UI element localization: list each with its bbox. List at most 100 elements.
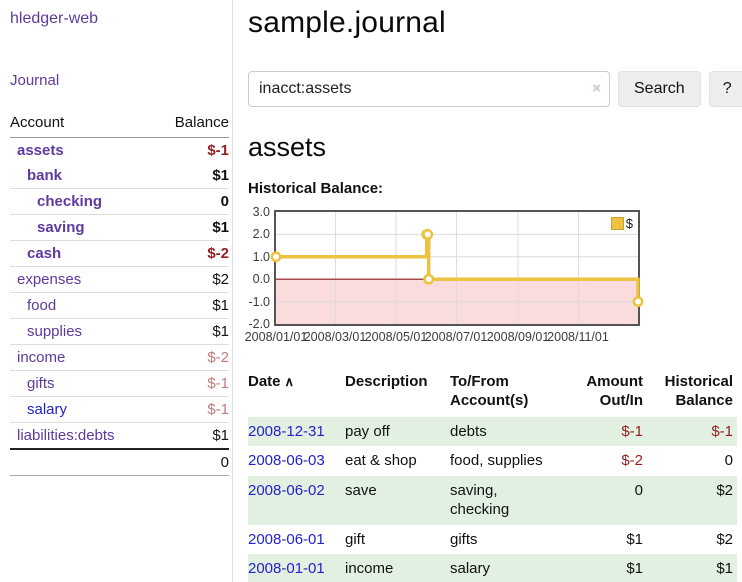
account-link-income[interactable]: income: [17, 349, 66, 366]
search-button[interactable]: Search: [618, 71, 701, 107]
sort-asc-icon: ∧: [284, 374, 295, 389]
account-balance: 0: [154, 188, 229, 215]
x-tick-label: 2008/05/01: [364, 330, 428, 344]
x-tick-label: 2008/09/01: [486, 330, 550, 344]
account-row: gifts $-1: [10, 370, 229, 397]
app-title-link[interactable]: hledger-web: [10, 10, 99, 27]
account-link-bank[interactable]: bank: [27, 167, 63, 184]
accounts-header-row: Account Balance: [10, 110, 229, 138]
account-heading: assets: [248, 132, 327, 162]
data-point-marker: [270, 251, 282, 263]
clear-search-icon[interactable]: ×: [592, 80, 601, 97]
chart-title: Historical Balance:: [248, 180, 384, 197]
transaction-amount: $-1: [621, 422, 643, 440]
data-point-marker: [422, 228, 434, 240]
transaction-description: income: [345, 560, 394, 577]
transaction-amount: $1: [626, 560, 643, 577]
account-row: income $-2: [10, 344, 229, 371]
historical-balance-chart: 3.0 2.0 1.0 0.0 -1.0 -2.0: [245, 205, 736, 345]
transaction-accounts: gifts: [450, 530, 478, 548]
transaction-balance: $1: [716, 560, 733, 577]
transaction-accounts: debts: [450, 422, 487, 440]
chart-legend: $: [608, 215, 635, 232]
accounts-total-balance: 0: [154, 448, 229, 476]
account-link-food[interactable]: food: [27, 297, 57, 314]
data-point-marker: [632, 296, 644, 308]
transaction-row: 2008-12-31 pay off debts $-1 $-1: [248, 416, 737, 446]
transaction-amount: 0: [634, 481, 643, 499]
search-help-button[interactable]: ?: [708, 71, 742, 107]
account-link-liabilities-debts[interactable]: liabilities:debts: [17, 427, 115, 444]
legend-label: $: [625, 216, 633, 231]
transaction-date-link[interactable]: 2008-06-02: [248, 481, 325, 499]
transactions-header-row: Date ∧ Description To/From Account(s) Amo…: [248, 371, 737, 417]
sidebar-item-journal[interactable]: Journal: [10, 72, 60, 89]
account-row: food $1: [10, 292, 229, 319]
account-link-supplies[interactable]: supplies: [27, 323, 83, 340]
legend-swatch-icon: [610, 217, 624, 230]
chart-gridlines: [276, 212, 638, 324]
account-balance: $-1: [154, 396, 229, 423]
data-point-marker: [423, 273, 435, 285]
x-tick-label: 2008/07/01: [424, 330, 488, 344]
account-row: bank $1: [10, 163, 229, 189]
transaction-amount: $1: [626, 530, 643, 548]
header-historical-balance: Historical Balance: [664, 373, 733, 409]
accounts-header-account: Account: [10, 110, 155, 138]
transaction-row: 2008-01-01 income salary $1 $1: [248, 554, 737, 582]
transactions-table: Date ∧ Description To/From Account(s) Amo…: [248, 371, 737, 582]
account-row: assets $-1: [10, 138, 229, 164]
y-tick-label: 3.0: [252, 205, 270, 219]
transaction-date-link[interactable]: 2008-06-01: [248, 530, 325, 548]
account-balance: $1: [212, 167, 229, 184]
transaction-description: save: [345, 481, 377, 499]
account-link-checking[interactable]: checking: [37, 193, 103, 210]
account-balance: $1: [154, 292, 229, 319]
account-row: saving $1: [10, 214, 229, 241]
account-link-expenses[interactable]: expenses: [17, 271, 82, 288]
y-tick-label: -1.0: [248, 295, 270, 309]
account-row: salary $-1: [10, 396, 229, 423]
account-link-cash[interactable]: cash: [27, 245, 62, 262]
y-tick-label: 0.0: [252, 272, 270, 286]
account-row: liabilities:debts $1: [10, 422, 229, 449]
account-link-salary[interactable]: salary: [27, 401, 68, 418]
transaction-description: eat & shop: [345, 452, 417, 469]
transaction-accounts: salary: [450, 560, 491, 577]
y-tick-label: 2.0: [252, 227, 270, 241]
x-tick-label: 2008/03/01: [303, 330, 367, 344]
x-tick-label: 2008/11/01: [547, 330, 609, 344]
account-balance: $-2: [154, 344, 229, 371]
account-link-gifts[interactable]: gifts: [27, 375, 55, 392]
search-bar: × Search ?: [248, 71, 742, 107]
account-link-saving[interactable]: saving: [37, 219, 85, 236]
header-amount: Amount Out/In: [586, 373, 643, 409]
transaction-amount: $-2: [621, 452, 643, 469]
page-title: sample.journal: [248, 6, 446, 39]
account-balance: $1: [154, 214, 229, 241]
chart-canvas: [270, 212, 644, 324]
transaction-accounts: food, supplies: [450, 452, 543, 469]
y-tick-label: -2.0: [248, 317, 270, 331]
transaction-date-link[interactable]: 2008-01-01: [248, 560, 325, 577]
transaction-description: gift: [345, 530, 366, 548]
header-date[interactable]: Date ∧: [248, 371, 345, 417]
account-balance: $-2: [154, 240, 229, 267]
transaction-date-link[interactable]: 2008-06-03: [248, 452, 325, 469]
transaction-balance: $2: [716, 530, 733, 548]
transaction-date-link[interactable]: 2008-12-31: [248, 422, 325, 440]
x-tick-label: 2008/01/01: [244, 330, 308, 344]
y-tick-label: 1.0: [252, 250, 270, 264]
account-row: expenses $2: [10, 266, 229, 293]
main-content: sample.journal × Search ? assets Histori…: [245, 0, 742, 582]
transaction-description: pay off: [345, 422, 390, 440]
search-input[interactable]: [248, 71, 610, 107]
accounts-table: Account Balance assets $-1 bank $1 check…: [10, 110, 229, 476]
account-balance: $-1: [154, 370, 229, 397]
chart-plot-area: $: [270, 210, 644, 326]
account-balance: $-1: [207, 142, 229, 159]
header-date-label: Date: [248, 373, 281, 390]
account-link-assets[interactable]: assets: [17, 142, 64, 159]
accounts-header-balance: Balance: [154, 110, 229, 138]
